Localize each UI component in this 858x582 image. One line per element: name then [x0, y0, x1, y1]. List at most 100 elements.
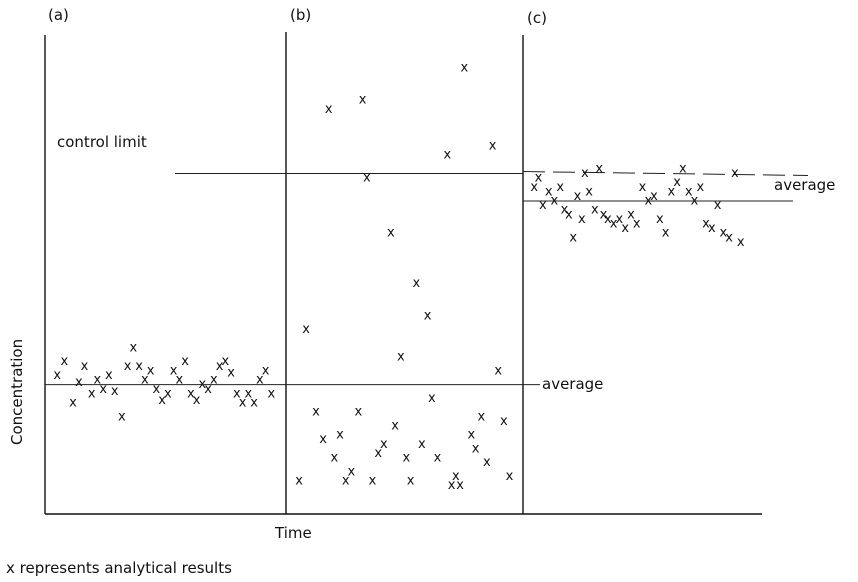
data-point-b-20: x: [412, 276, 420, 291]
data-point-a-13: x: [135, 359, 143, 374]
data-point-a-16: x: [153, 382, 161, 397]
data-point-b-9: x: [355, 405, 363, 420]
data-point-b-21: x: [418, 437, 426, 452]
data-point-b-29: x: [460, 61, 468, 76]
caption: x represents analytical results: [6, 559, 232, 577]
data-point-c-8: x: [569, 230, 577, 245]
data-point-c-35: x: [714, 198, 722, 213]
data-point-a-25: x: [204, 382, 212, 397]
data-point-a-30: x: [233, 386, 241, 401]
panel-label-b: (b): [290, 6, 311, 24]
data-point-a-4: x: [81, 359, 89, 374]
data-point-a-3: x: [75, 375, 83, 390]
data-point-a-11: x: [124, 359, 132, 374]
data-point-b-35: x: [494, 363, 502, 378]
data-point-a-18: x: [164, 386, 172, 401]
data-point-b-28: x: [456, 478, 464, 493]
data-point-b-8: x: [347, 464, 355, 479]
data-point-c-11: x: [581, 166, 589, 181]
data-marks: xxxxxxxxxxxxxxxxxxxxxxxxxxxxxxxxxxxxxxxx…: [53, 61, 745, 494]
data-point-b-2: x: [312, 405, 320, 420]
data-point-c-36: x: [720, 226, 728, 241]
data-point-a-2: x: [69, 396, 77, 411]
data-point-c-25: x: [656, 212, 664, 227]
data-point-b-27: x: [452, 469, 460, 484]
data-point-b-26: x: [448, 478, 456, 493]
data-point-b-34: x: [489, 139, 497, 154]
data-point-b-17: x: [397, 350, 405, 365]
data-point-c-14: x: [595, 161, 603, 176]
data-point-a-33: x: [250, 396, 258, 411]
data-point-c-38: x: [731, 166, 739, 181]
data-point-a-17: x: [158, 393, 166, 408]
data-point-c-13: x: [591, 203, 599, 218]
data-point-c-19: x: [621, 221, 629, 236]
data-point-a-7: x: [99, 382, 107, 397]
data-point-a-14: x: [141, 373, 149, 388]
data-point-a-28: x: [222, 354, 230, 369]
data-point-a-9: x: [111, 384, 119, 399]
data-point-b-5: x: [331, 451, 339, 466]
data-point-a-29: x: [227, 366, 235, 381]
data-point-a-32: x: [245, 386, 253, 401]
average-label-c: average: [774, 176, 835, 194]
panel-label-a: (a): [48, 6, 69, 24]
data-point-a-31: x: [239, 396, 247, 411]
panel-label-c: (c): [527, 9, 547, 27]
data-point-a-19: x: [170, 363, 178, 378]
data-point-b-36: x: [500, 414, 508, 429]
data-point-a-27: x: [216, 359, 224, 374]
data-point-b-16: x: [391, 419, 399, 434]
data-point-b-10: x: [359, 93, 367, 108]
data-point-b-22: x: [424, 308, 432, 323]
data-point-c-9: x: [574, 189, 582, 204]
data-point-c-37: x: [725, 230, 733, 245]
data-point-c-32: x: [696, 180, 704, 195]
data-point-c-3: x: [545, 184, 553, 199]
average-label-b: average: [542, 375, 603, 393]
data-point-b-13: x: [374, 446, 382, 461]
data-point-c-5: x: [556, 180, 564, 195]
data-point-c-34: x: [708, 221, 716, 236]
data-point-c-0: x: [530, 180, 538, 195]
data-point-a-26: x: [210, 373, 218, 388]
data-point-c-21: x: [633, 217, 641, 232]
data-point-c-24: x: [650, 189, 658, 204]
data-point-b-7: x: [342, 474, 350, 489]
data-point-a-0: x: [53, 368, 61, 383]
data-point-b-14: x: [380, 437, 388, 452]
data-point-b-0: x: [295, 474, 303, 489]
data-point-c-2: x: [539, 198, 547, 213]
data-point-b-4: x: [325, 102, 333, 117]
data-point-a-20: x: [176, 373, 184, 388]
data-point-b-3: x: [319, 432, 327, 447]
data-point-a-15: x: [147, 363, 155, 378]
data-point-a-24: x: [199, 377, 207, 392]
data-point-a-35: x: [262, 363, 270, 378]
data-point-a-8: x: [105, 368, 113, 383]
data-point-b-25: x: [444, 148, 452, 163]
data-point-c-10: x: [578, 212, 586, 227]
control-limit-label: control limit: [57, 133, 147, 151]
data-point-c-26: x: [662, 226, 670, 241]
data-point-c-31: x: [691, 194, 699, 209]
data-point-c-12: x: [585, 184, 593, 199]
data-point-c-16: x: [604, 212, 612, 227]
data-point-c-39: x: [737, 235, 745, 250]
data-point-a-10: x: [118, 409, 126, 424]
data-point-c-28: x: [673, 175, 681, 190]
data-point-c-17: x: [610, 217, 618, 232]
data-point-c-33: x: [702, 217, 710, 232]
data-point-a-36: x: [268, 386, 276, 401]
data-point-a-12: x: [130, 340, 138, 355]
data-point-c-22: x: [639, 180, 647, 195]
data-point-b-12: x: [369, 474, 377, 489]
data-point-c-15: x: [600, 207, 608, 222]
data-point-b-1: x: [302, 322, 310, 337]
data-point-a-1: x: [61, 354, 69, 369]
data-point-c-18: x: [616, 212, 624, 227]
data-point-a-23: x: [193, 393, 201, 408]
data-point-a-22: x: [187, 386, 195, 401]
data-point-c-20: x: [627, 207, 635, 222]
